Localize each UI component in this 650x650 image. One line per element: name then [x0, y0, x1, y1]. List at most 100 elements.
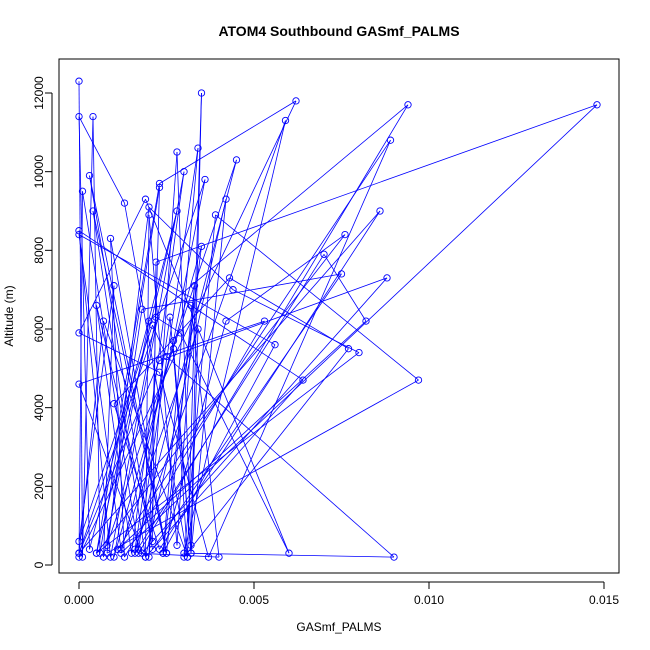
series-segment: [134, 120, 286, 550]
data-point: [75, 537, 83, 546]
data-point: [110, 400, 118, 408]
series-segment: [120, 104, 598, 554]
series-segment: [141, 277, 388, 554]
x-tick-label: 0.000: [64, 593, 94, 607]
data-point: [131, 549, 139, 557]
y-tick-label: 12000: [32, 76, 46, 110]
points-layer: [75, 77, 601, 561]
data-point: [222, 317, 230, 325]
series-segment: [92, 210, 146, 558]
data-point: [173, 541, 181, 549]
series-segment: [89, 175, 167, 554]
data-point: [120, 199, 129, 207]
series-segment: [323, 254, 367, 322]
series-segment: [152, 273, 342, 550]
data-point: [162, 549, 171, 557]
series-segment: [176, 285, 195, 546]
data-point: [173, 207, 181, 215]
data-point: [145, 203, 153, 211]
data-point: [390, 553, 398, 561]
series-segment: [78, 234, 122, 550]
data-point: [145, 553, 153, 561]
series-segment: [134, 159, 237, 554]
data-point: [299, 376, 307, 384]
series-segment: [159, 372, 209, 558]
series-segment: [96, 352, 360, 554]
series-segment: [78, 320, 265, 385]
series-segment: [103, 321, 150, 558]
series-segment: [92, 116, 101, 554]
series-segment: [78, 234, 276, 346]
series-segment: [190, 92, 202, 546]
series-segment: [148, 214, 178, 546]
series-segment: [78, 199, 146, 334]
series-segment: [232, 289, 360, 353]
series-segment: [78, 100, 297, 558]
data-point: [75, 553, 83, 561]
series-segment: [152, 262, 157, 542]
series-segment: [78, 81, 83, 558]
data-point: [145, 317, 153, 325]
data-point: [173, 148, 181, 156]
data-point: [75, 112, 83, 121]
series-segment: [145, 199, 290, 554]
series-segment: [113, 403, 160, 550]
data-point: [292, 97, 300, 105]
plot-frame: [58, 58, 620, 574]
data-point: [89, 207, 97, 215]
series-segment: [152, 324, 167, 357]
series-segment: [145, 379, 304, 558]
data-point: [222, 195, 230, 203]
series-segment: [110, 238, 167, 554]
series-segment: [208, 140, 391, 558]
data-point: [99, 553, 108, 561]
series-segment: [145, 199, 227, 558]
series-segment: [169, 317, 192, 554]
series-segment: [183, 120, 286, 554]
series-segment: [117, 139, 391, 550]
series-segment: [148, 104, 409, 322]
series-segment: [183, 348, 349, 558]
data-point: [187, 301, 195, 310]
data-point: [169, 337, 178, 345]
data-point: [148, 545, 157, 553]
y-tick-label: 4000: [32, 394, 46, 421]
data-point: [110, 553, 118, 561]
data-point: [106, 234, 115, 243]
series-segment: [106, 379, 419, 554]
data-point: [187, 549, 195, 557]
data-point: [232, 156, 241, 164]
data-point: [180, 549, 188, 557]
x-tick-label: 0.015: [589, 593, 619, 607]
data-point: [215, 553, 223, 561]
y-tick-label: 8000: [32, 237, 46, 264]
data-point: [141, 195, 150, 203]
data-point: [113, 545, 122, 553]
series-segment: [96, 305, 132, 554]
x-tick-label: 0.005: [239, 593, 269, 607]
series-segment: [190, 305, 220, 558]
data-point: [145, 211, 153, 219]
data-point: [229, 286, 237, 294]
y-axis: 0 2000 4000 6000 8000 10000 12000: [32, 76, 53, 568]
data-point: [376, 207, 384, 215]
data-point: [134, 549, 143, 557]
series-segment: [155, 316, 181, 334]
data-point: [362, 317, 370, 325]
data-point: [92, 301, 101, 310]
data-point: [155, 368, 164, 376]
data-point: [201, 175, 209, 184]
series-layer: [78, 81, 598, 558]
data-point: [187, 541, 195, 549]
data-point: [194, 325, 202, 333]
series-segment: [113, 246, 202, 558]
data-point: [99, 317, 108, 325]
data-point: [180, 168, 188, 176]
series-segment: [187, 92, 202, 558]
x-axis-label: GASmf_PALMS: [296, 620, 381, 634]
data-point: [162, 352, 171, 361]
series-segment: [173, 179, 206, 341]
y-tick-label: 6000: [32, 315, 46, 342]
data-point: [225, 274, 234, 282]
